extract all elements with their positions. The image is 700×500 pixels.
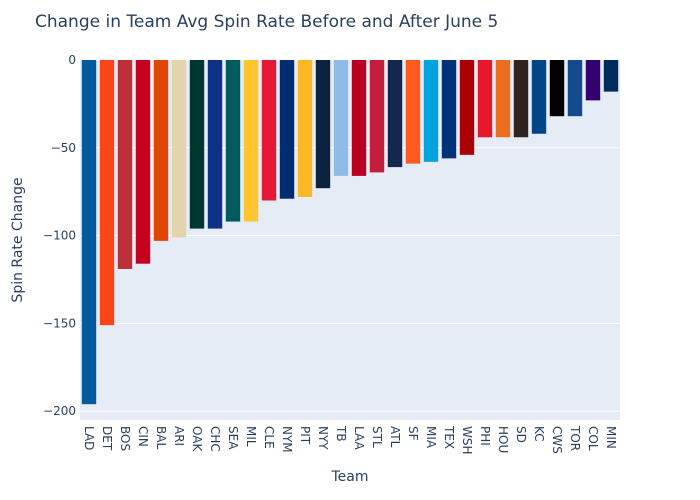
x-tick-label: TEX: [442, 425, 456, 449]
bar-wsh[interactable]: [459, 60, 475, 155]
bar-oak[interactable]: [189, 60, 205, 229]
bar-phi[interactable]: [477, 60, 493, 138]
x-tick-label: MIN: [604, 426, 618, 449]
bar-sf[interactable]: [405, 60, 421, 164]
bar-stl[interactable]: [369, 60, 385, 173]
x-tick-label: LAA: [352, 426, 366, 451]
x-tick-label: SD: [514, 426, 528, 443]
x-tick-label: BAL: [154, 426, 168, 449]
bar-mil[interactable]: [243, 60, 259, 222]
x-tick-label: COL: [586, 426, 600, 451]
x-tick-label: CLE: [262, 426, 276, 449]
bar-tor[interactable]: [567, 60, 583, 117]
bar-cle[interactable]: [261, 60, 277, 201]
bar-kc[interactable]: [531, 60, 547, 134]
x-tick-label: BOS: [118, 426, 132, 451]
x-tick-label: OAK: [190, 426, 204, 452]
bar-pit[interactable]: [297, 60, 313, 197]
x-tick-label: CIN: [136, 426, 150, 447]
bar-tex[interactable]: [441, 60, 457, 159]
x-tick-label: TOR: [568, 425, 582, 451]
x-tick-label: CHC: [208, 426, 222, 452]
bar-min[interactable]: [603, 60, 619, 92]
x-tick-label: NYM: [280, 426, 294, 453]
chart-title: Change in Team Avg Spin Rate Before and …: [35, 12, 499, 32]
x-tick-label: MIL: [244, 426, 258, 447]
bar-tb[interactable]: [333, 60, 349, 176]
x-tick-label: SEA: [226, 426, 240, 450]
bar-ari[interactable]: [171, 60, 187, 238]
x-tick-label: LAD: [82, 426, 96, 450]
bar-chc[interactable]: [207, 60, 223, 229]
x-tick-label: NYY: [316, 426, 330, 450]
bar-lad[interactable]: [81, 60, 97, 405]
y-tick-label: −150: [43, 316, 76, 330]
x-tick-label: SF: [406, 426, 420, 441]
bar-sea[interactable]: [225, 60, 241, 222]
bar-cws[interactable]: [549, 60, 565, 117]
plot-background: [80, 60, 620, 420]
x-tick-label: MIA: [424, 426, 438, 449]
bar-bal[interactable]: [153, 60, 169, 241]
y-tick-labels: 0 −50 −100 −150 −200: [43, 53, 76, 418]
x-tick-labels: LAD DET BOS CIN BAL ARI OAK CHC SEA MIL CLE NYM PIT N…: [82, 425, 618, 455]
x-tick-label: CWS: [550, 426, 564, 454]
bar-atl[interactable]: [387, 60, 403, 168]
x-tick-label: DET: [100, 426, 114, 451]
x-tick-label: TB: [334, 425, 348, 442]
bar-bos[interactable]: [117, 60, 133, 269]
y-tick-label: −200: [43, 404, 76, 418]
bar-det[interactable]: [99, 60, 115, 326]
y-tick-label: −50: [51, 141, 76, 155]
bar-cin[interactable]: [135, 60, 151, 264]
x-tick-label: ATL: [388, 426, 402, 448]
x-tick-label: PHI: [478, 426, 492, 446]
bar-laa[interactable]: [351, 60, 367, 176]
y-tick-label: −100: [43, 229, 76, 243]
bars: [81, 60, 619, 405]
bar-mia[interactable]: [423, 60, 439, 162]
y-axis-title: Spin Rate Change: [10, 177, 26, 302]
bar-hou[interactable]: [495, 60, 511, 138]
bar-sd[interactable]: [513, 60, 529, 138]
bar-nym[interactable]: [279, 60, 295, 199]
bar-nyy[interactable]: [315, 60, 331, 189]
y-tick-label: 0: [68, 53, 76, 67]
bar-col[interactable]: [585, 60, 601, 101]
x-axis-title: Team: [330, 469, 368, 485]
grid-lines: [80, 59, 620, 412]
x-tick-label: PIT: [298, 426, 312, 445]
x-tick-label: ARI: [172, 426, 186, 446]
x-tick-label: KC: [532, 426, 546, 442]
x-tick-label: WSH: [460, 426, 474, 455]
x-tick-label: STL: [370, 426, 384, 448]
x-tick-label: HOU: [496, 426, 510, 453]
